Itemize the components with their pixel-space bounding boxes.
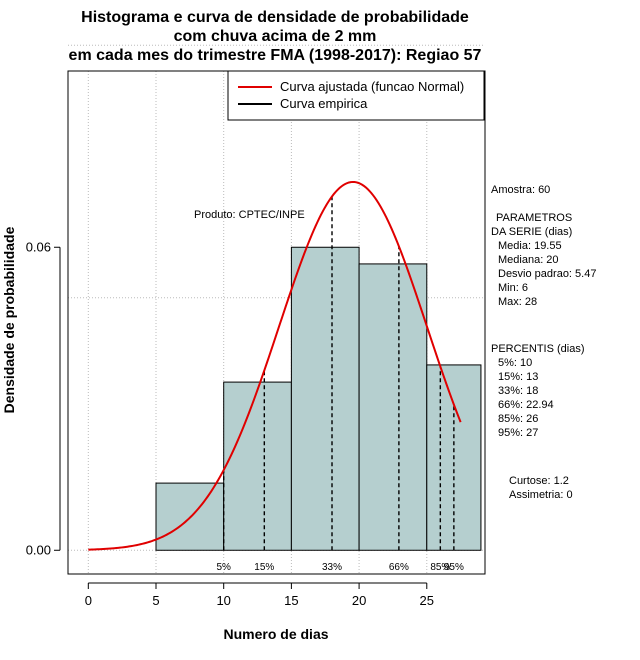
percentile-label-0: 5%	[216, 562, 231, 573]
y-axis: 0.00 0.06	[26, 239, 61, 557]
stat-media: Media: 19.55	[498, 240, 562, 252]
stat-desvio: Desvio padrao: 5.47	[498, 268, 596, 280]
percentile-label-4: 85%	[430, 562, 450, 573]
stat-p85: 85%: 26	[498, 413, 538, 425]
stat-assimetria: Assimetria: 0	[509, 489, 573, 501]
x-tick-label-1: 5	[152, 593, 159, 608]
chart-title-line-1: Histograma e curva de densidade de proba…	[81, 9, 469, 26]
stat-percentis-title: PERCENTIS (dias)	[491, 343, 585, 355]
percentile-label-5: 95%	[444, 562, 464, 573]
stats-panel: Amostra: 60 PARAMETROS DA SERIE (dias) M…	[491, 184, 596, 501]
x-tick-label-5: 25	[420, 593, 434, 608]
percentile-label-1: 15%	[254, 562, 274, 573]
stat-p66: 66%: 22.94	[498, 399, 554, 411]
percentile-lines: 5% 15% 33% 66% 85%95%	[216, 196, 464, 573]
stat-p5: 5%: 10	[498, 357, 532, 369]
histogram-bars	[155, 246, 482, 551]
stat-params-title: PARAMETROS	[496, 212, 572, 224]
percentile-label-2: 33%	[322, 562, 342, 573]
x-tick-label-4: 20	[352, 593, 366, 608]
grid-lines	[68, 44, 485, 574]
histogram-bar-2	[290, 246, 360, 551]
stat-p95: 95%: 27	[498, 427, 538, 439]
x-tick-label-3: 15	[284, 593, 298, 608]
stat-p33: 33%: 18	[498, 385, 538, 397]
product-label: Produto: CPTEC/INPE	[194, 209, 305, 221]
stat-p15: 15%: 13	[498, 371, 538, 383]
stat-amostra: Amostra: 60	[491, 184, 550, 196]
histogram-bar-3	[358, 263, 428, 551]
chart-title-line-2: com chuva acima de 2 mm	[174, 28, 377, 45]
histogram-bar-1	[223, 381, 292, 551]
normal-fit-curve	[88, 180, 462, 551]
stat-min: Min: 6	[498, 282, 528, 294]
legend-label-empirical: Curva empirica	[280, 96, 368, 111]
y-tick-label-1: 0.06	[26, 239, 51, 254]
y-tick-label-0: 0.00	[26, 542, 51, 557]
stat-mediana: Mediana: 20	[498, 254, 559, 266]
legend-box	[227, 70, 485, 121]
chart-title-line-3: em cada mes do trimestre FMA (1998-2017)…	[69, 47, 482, 64]
x-axis: 0 5 10 15 20 25	[85, 582, 434, 608]
legend: Curva ajustada (funcao Normal) Curva emp…	[227, 70, 485, 121]
y-axis-label: Densidade de probabilidade	[1, 226, 17, 413]
legend-label-normal: Curva ajustada (funcao Normal)	[280, 79, 464, 94]
x-tick-label-2: 10	[216, 593, 230, 608]
percentile-label-3: 66%	[389, 562, 409, 573]
stat-max: Max: 28	[498, 296, 537, 308]
x-tick-label-0: 0	[85, 593, 92, 608]
x-axis-label: Numero de dias	[223, 626, 328, 642]
stat-params-subtitle: DA SERIE (dias)	[491, 226, 572, 238]
stat-curtose: Curtose: 1.2	[509, 475, 569, 487]
